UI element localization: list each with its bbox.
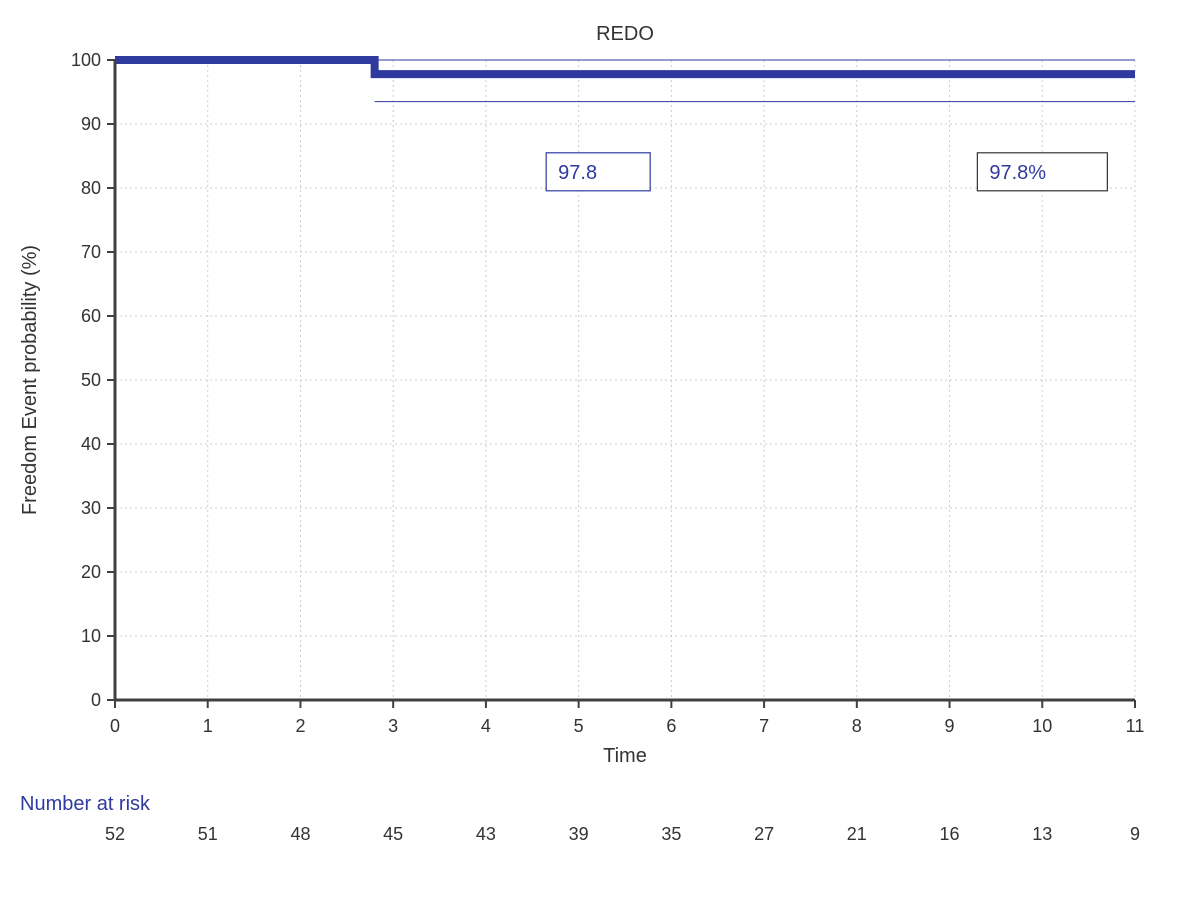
number-at-risk-value: 21	[847, 824, 867, 844]
survival-chart: 012345678910110102030405060708090100Time…	[0, 0, 1200, 900]
annotation-text: 97.8	[558, 162, 597, 184]
y-tick-label: 10	[81, 626, 101, 646]
number-at-risk-label: Number at risk	[20, 793, 151, 815]
number-at-risk-value: 13	[1032, 824, 1052, 844]
y-tick-label: 50	[81, 370, 101, 390]
y-tick-label: 90	[81, 114, 101, 134]
x-tick-label: 10	[1032, 716, 1052, 736]
number-at-risk-value: 27	[754, 824, 774, 844]
y-axis-label: Freedom Event probability (%)	[19, 245, 41, 515]
y-tick-label: 60	[81, 306, 101, 326]
number-at-risk-value: 9	[1130, 824, 1140, 844]
number-at-risk-value: 16	[940, 824, 960, 844]
annotation-text: 97.8%	[989, 162, 1046, 184]
x-tick-label: 4	[481, 716, 491, 736]
number-at-risk-value: 45	[383, 824, 403, 844]
y-tick-label: 80	[81, 178, 101, 198]
x-tick-label: 9	[945, 716, 955, 736]
y-tick-label: 0	[91, 690, 101, 710]
x-tick-label: 5	[574, 716, 584, 736]
number-at-risk-value: 35	[661, 824, 681, 844]
x-tick-label: 0	[110, 716, 120, 736]
x-axis-label: Time	[603, 745, 647, 767]
x-tick-label: 8	[852, 716, 862, 736]
x-tick-label: 11	[1126, 716, 1145, 736]
number-at-risk-value: 51	[198, 824, 218, 844]
number-at-risk-value: 52	[105, 824, 125, 844]
y-tick-label: 30	[81, 498, 101, 518]
y-tick-label: 20	[81, 562, 101, 582]
y-tick-label: 40	[81, 434, 101, 454]
y-tick-label: 70	[81, 242, 101, 262]
x-tick-label: 7	[759, 716, 769, 736]
x-tick-label: 6	[666, 716, 676, 736]
number-at-risk-value: 43	[476, 824, 496, 844]
number-at-risk-value: 48	[290, 824, 310, 844]
x-tick-label: 2	[295, 716, 305, 736]
x-tick-label: 1	[203, 716, 213, 736]
chart-title: REDO	[596, 23, 654, 45]
y-tick-label: 100	[71, 50, 101, 70]
number-at-risk-value: 39	[569, 824, 589, 844]
x-tick-label: 3	[388, 716, 398, 736]
chart-container: 012345678910110102030405060708090100Time…	[0, 0, 1200, 900]
